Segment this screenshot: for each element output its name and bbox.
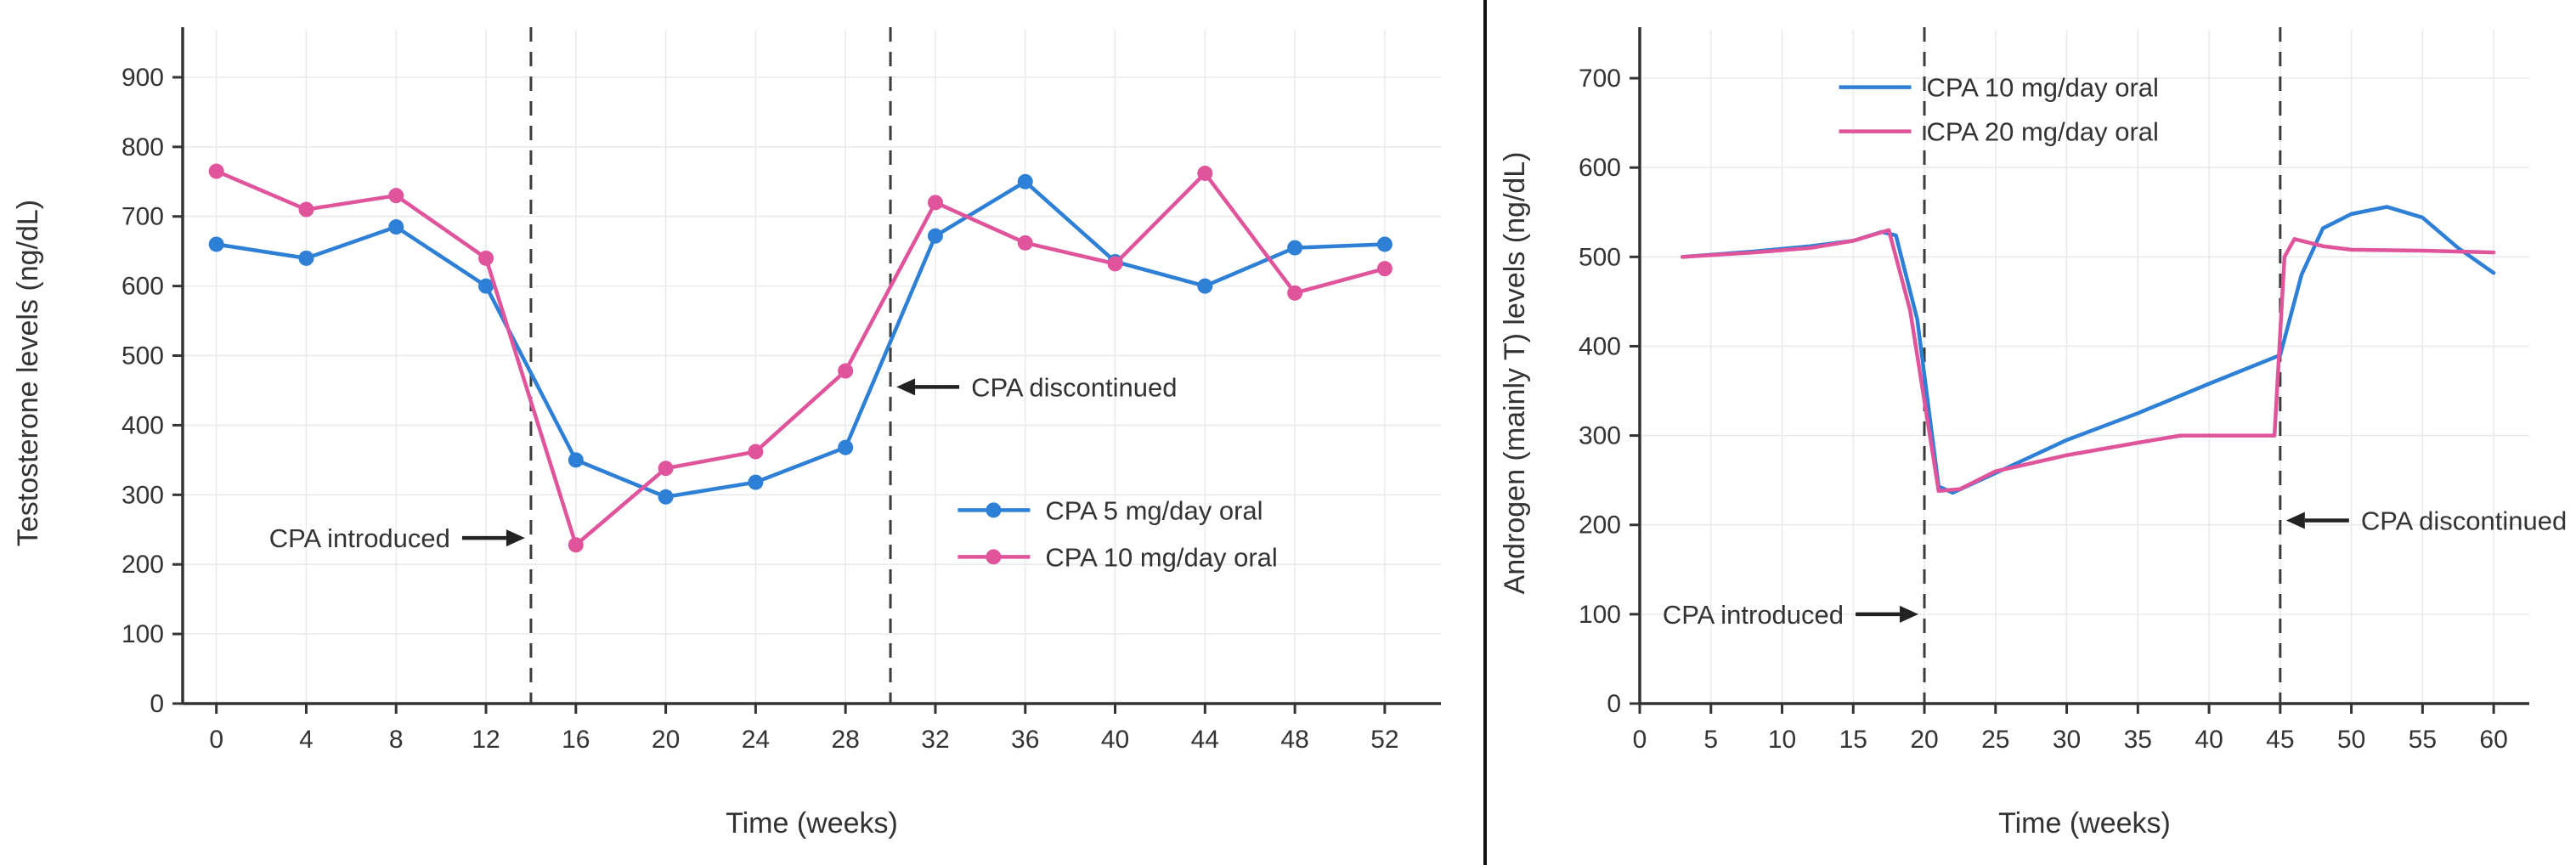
svg-text:700: 700 [121,203,164,231]
svg-text:Androgen (mainly T) levels (ng: Androgen (mainly T) levels (ng/dL) [1499,152,1531,595]
svg-text:Time (weeks): Time (weeks) [726,807,898,840]
testosterone-chart: 0 4 8 12 16 20 24 28 32 36 40 44 48 52010020030040050… [12,27,1441,840]
svg-text:40: 40 [1101,726,1129,754]
svg-text:20: 20 [652,726,680,754]
svg-text:30: 30 [2053,726,2081,754]
androgen-chart-panel: 0 5 10 15 20 25 30 35 40 45 50 55 60 0 100 200 300 400 500… [1487,0,2576,865]
svg-text:500: 500 [121,342,164,370]
svg-text:600: 600 [1579,154,1621,182]
svg-text:35: 35 [2124,726,2152,754]
svg-text:CPA 20 mg/day oral: CPA 20 mg/day oral [1927,117,2159,147]
svg-text:CPA discontinued: CPA discontinued [971,372,1177,402]
svg-text:45: 45 [2266,726,2294,754]
svg-text:Testosterone levels (ng/dL): Testosterone levels (ng/dL) [12,200,44,546]
svg-text:8: 8 [389,726,404,754]
svg-text:500: 500 [1579,243,1621,271]
svg-text:800: 800 [121,133,164,161]
svg-text:400: 400 [1579,332,1621,360]
svg-text:16: 16 [562,726,590,754]
svg-text:40: 40 [2195,726,2223,754]
svg-text:CPA 10 mg/day oral: CPA 10 mg/day oral [1045,542,1277,572]
svg-text:CPA introduced: CPA introduced [1663,600,1844,630]
svg-text:Time (weeks): Time (weeks) [1998,807,2171,840]
svg-text:5: 5 [1703,726,1718,754]
androgen-chart: 0 5 10 15 20 25 30 35 40 45 50 55 600100200300400500… [1499,27,2567,840]
svg-text:100: 100 [121,620,164,648]
svg-text:25: 25 [1981,726,2009,754]
svg-text:700: 700 [1579,65,1621,93]
svg-text:CPA 5 mg/day oral: CPA 5 mg/day oral [1045,495,1263,525]
svg-text:900: 900 [121,64,164,92]
svg-text:200: 200 [1579,512,1621,540]
svg-text:32: 32 [921,726,949,754]
svg-text:55: 55 [2409,726,2437,754]
svg-text:0: 0 [209,726,223,754]
svg-text:15: 15 [1839,726,1867,754]
panel-divider [1483,0,1487,865]
svg-text:52: 52 [1370,726,1398,754]
svg-text:200: 200 [121,551,164,579]
svg-text:24: 24 [742,726,770,754]
svg-text:CPA introduced: CPA introduced [269,523,450,553]
svg-text:600: 600 [121,273,164,301]
svg-text:48: 48 [1280,726,1308,754]
svg-text:36: 36 [1011,726,1039,754]
svg-text:10: 10 [1768,726,1796,754]
svg-text:12: 12 [472,726,500,754]
svg-text:0: 0 [150,690,164,718]
svg-text:28: 28 [831,726,859,754]
svg-text:20: 20 [1910,726,1938,754]
svg-text:50: 50 [2337,726,2365,754]
svg-text:0: 0 [1633,726,1647,754]
svg-text:60: 60 [2479,726,2507,754]
testosterone-chart-panel: 0 4 8 12 16 20 24 28 32 36 40 44 48 52 0 100 200 300 400 50… [12,27,1441,840]
svg-text:4: 4 [299,726,314,754]
svg-text:44: 44 [1191,726,1219,754]
svg-text:CPA 10 mg/day oral: CPA 10 mg/day oral [1927,73,2159,103]
svg-text:CPA discontinued: CPA discontinued [2361,506,2567,535]
svg-text:300: 300 [121,481,164,509]
svg-text:300: 300 [1579,422,1621,450]
svg-text:100: 100 [1579,601,1621,629]
svg-text:400: 400 [121,411,164,439]
svg-text:0: 0 [1607,690,1621,718]
